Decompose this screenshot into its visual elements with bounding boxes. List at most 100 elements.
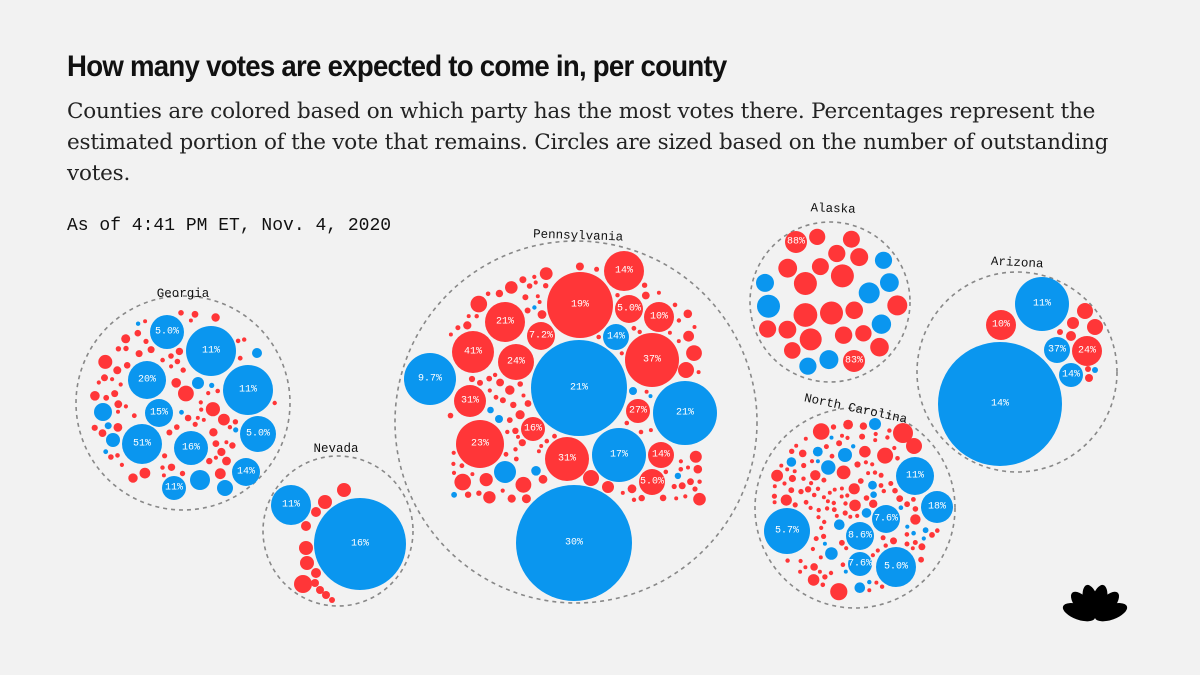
county-bubble[interactable] — [689, 450, 702, 463]
county-bubble[interactable] — [521, 494, 531, 504]
county-bubble[interactable] — [809, 481, 814, 486]
county-bubble[interactable] — [311, 568, 321, 578]
county-bubble[interactable] — [830, 424, 837, 430]
county-bubble[interactable] — [512, 427, 519, 434]
county-bubble[interactable] — [448, 332, 453, 337]
county-bubble[interactable] — [505, 281, 518, 294]
county-bubble[interactable] — [128, 361, 166, 399]
county-bubble[interactable] — [537, 300, 542, 304]
county-bubble[interactable] — [820, 582, 826, 588]
county-bubble[interactable] — [885, 435, 890, 440]
county-bubble[interactable] — [848, 483, 860, 495]
county-bubble[interactable] — [792, 469, 797, 474]
county-bubble[interactable] — [209, 382, 215, 388]
county-bubble[interactable] — [1067, 317, 1079, 329]
county-bubble[interactable] — [674, 472, 682, 480]
county-bubble[interactable] — [854, 461, 861, 468]
county-bubble[interactable] — [242, 337, 247, 342]
county-bubble[interactable] — [463, 321, 472, 330]
county-bubble[interactable] — [583, 470, 599, 486]
county-bubble[interactable] — [232, 419, 239, 425]
county-bubble[interactable] — [474, 314, 479, 319]
county-bubble[interactable] — [648, 442, 674, 468]
county-bubble[interactable] — [114, 400, 123, 409]
county-bubble[interactable] — [910, 546, 915, 551]
county-bubble[interactable] — [834, 326, 853, 344]
county-bubble[interactable] — [825, 547, 838, 560]
county-bubble[interactable] — [115, 453, 120, 458]
county-bubble[interactable] — [637, 329, 642, 335]
county-bubble[interactable] — [840, 433, 844, 438]
county-bubble[interactable] — [808, 505, 813, 510]
county-bubble[interactable] — [128, 473, 138, 483]
county-bubble[interactable] — [150, 315, 184, 349]
county-bubble[interactable] — [868, 480, 877, 490]
county-bubble[interactable] — [892, 445, 897, 451]
county-bubble[interactable] — [641, 282, 648, 288]
county-bubble[interactable] — [337, 483, 351, 497]
county-bubble[interactable] — [532, 274, 537, 279]
county-bubble[interactable] — [813, 536, 819, 542]
county-bubble[interactable] — [184, 414, 192, 422]
county-bubble[interactable] — [476, 490, 482, 496]
county-bubble[interactable] — [830, 583, 848, 601]
county-bubble[interactable] — [627, 484, 637, 494]
county-bubble[interactable] — [594, 266, 600, 272]
county-bubble[interactable] — [887, 428, 892, 433]
county-bubble[interactable] — [659, 494, 667, 502]
county-bubble[interactable] — [845, 301, 863, 320]
county-bubble[interactable] — [602, 481, 614, 493]
county-bubble[interactable] — [844, 546, 849, 551]
county-bubble[interactable] — [887, 295, 908, 316]
county-bubble[interactable] — [772, 500, 777, 505]
county-bubble[interactable] — [638, 429, 644, 435]
county-bubble[interactable] — [912, 540, 918, 545]
county-bubble[interactable] — [870, 553, 876, 558]
county-bubble[interactable] — [855, 325, 872, 342]
county-bubble[interactable] — [121, 334, 131, 344]
county-bubble[interactable] — [794, 443, 799, 448]
county-bubble[interactable] — [834, 519, 845, 530]
county-bubble[interactable] — [883, 543, 888, 548]
county-bubble[interactable] — [686, 345, 702, 361]
county-bubble[interactable] — [118, 382, 123, 387]
county-bubble[interactable] — [224, 440, 229, 445]
county-bubble[interactable] — [604, 251, 644, 291]
county-bubble[interactable] — [503, 451, 509, 457]
county-bubble[interactable] — [166, 429, 173, 436]
county-bubble[interactable] — [452, 331, 494, 373]
county-bubble[interactable] — [314, 498, 406, 590]
county-bubble[interactable] — [840, 562, 846, 567]
county-bubble[interactable] — [867, 588, 872, 593]
county-bubble[interactable] — [214, 468, 226, 480]
county-bubble[interactable] — [592, 428, 646, 482]
county-bubble[interactable] — [880, 535, 886, 541]
county-bubble[interactable] — [866, 471, 871, 476]
county-bubble[interactable] — [206, 457, 213, 465]
county-bubble[interactable] — [147, 346, 155, 354]
county-bubble[interactable] — [778, 320, 797, 339]
county-bubble[interactable] — [858, 282, 880, 304]
county-bubble[interactable] — [477, 379, 483, 386]
county-bubble[interactable] — [878, 472, 884, 478]
county-bubble[interactable] — [843, 419, 853, 430]
county-bubble[interactable] — [872, 470, 878, 475]
county-bubble[interactable] — [451, 450, 456, 455]
county-bubble[interactable] — [451, 491, 457, 498]
county-bubble[interactable] — [678, 482, 686, 490]
county-bubble[interactable] — [603, 324, 629, 350]
county-bubble[interactable] — [888, 481, 894, 486]
county-bubble[interactable] — [538, 474, 548, 484]
county-bubble[interactable] — [638, 494, 645, 502]
county-bubble[interactable] — [517, 381, 523, 387]
county-bubble[interactable] — [547, 272, 613, 338]
county-bubble[interactable] — [162, 476, 186, 500]
county-bubble[interactable] — [1085, 366, 1091, 372]
county-bubble[interactable] — [505, 429, 510, 435]
county-bubble[interactable] — [815, 459, 820, 464]
county-bubble[interactable] — [817, 569, 822, 574]
county-bubble[interactable] — [535, 294, 540, 299]
county-bubble[interactable] — [859, 422, 868, 430]
county-bubble[interactable] — [90, 391, 100, 401]
county-bubble[interactable] — [678, 459, 684, 464]
